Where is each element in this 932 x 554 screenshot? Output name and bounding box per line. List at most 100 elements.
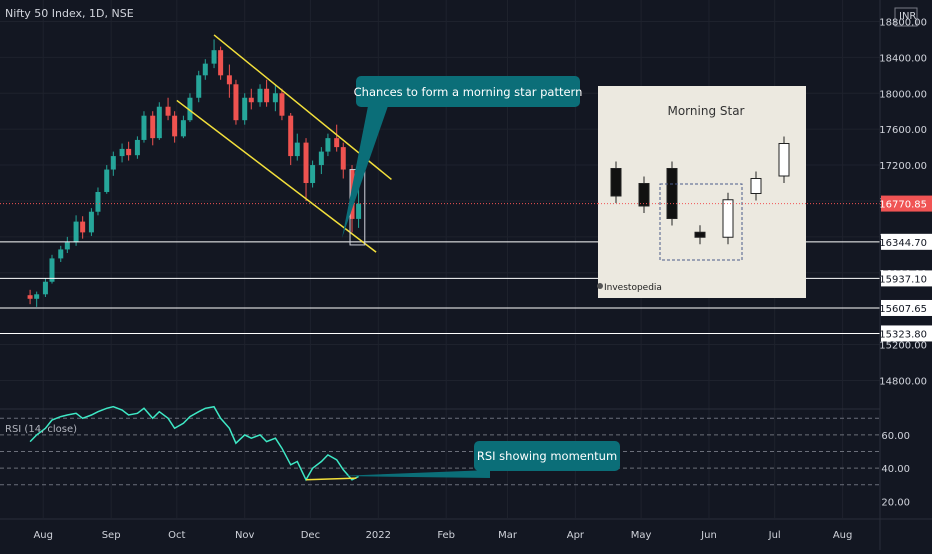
candle bbox=[318, 147, 324, 175]
time-tick-label: Aug bbox=[33, 530, 53, 541]
inset-candle bbox=[694, 225, 706, 245]
time-tick-label: Apr bbox=[567, 530, 585, 541]
support-price-tag bbox=[881, 233, 932, 250]
time-tick-label: Aug bbox=[833, 530, 853, 541]
candle-body bbox=[226, 75, 232, 85]
candle-body bbox=[73, 221, 79, 243]
candle bbox=[226, 64, 232, 98]
candle bbox=[334, 124, 340, 152]
rsi-callout-box bbox=[474, 441, 620, 471]
callout-pointer bbox=[342, 106, 388, 238]
current-price-tag bbox=[881, 195, 932, 212]
callouts: Chances to form a morning star pattern bbox=[342, 76, 582, 238]
candle bbox=[172, 111, 178, 143]
candle-body bbox=[325, 138, 331, 152]
candle-body bbox=[95, 191, 101, 212]
inset-candle-body bbox=[722, 199, 734, 238]
support-price-label: 15937.10 bbox=[879, 274, 927, 285]
candle bbox=[310, 160, 316, 188]
inset-candle bbox=[666, 161, 678, 226]
candle bbox=[356, 187, 362, 228]
inset-candle-body bbox=[778, 143, 790, 177]
inset-title: Morning Star bbox=[667, 104, 744, 118]
candle bbox=[104, 165, 110, 194]
candle-body bbox=[42, 281, 48, 295]
price-tick-label: 15200.00 bbox=[879, 341, 927, 352]
time-tick-label: Nov bbox=[235, 530, 255, 541]
candle bbox=[58, 245, 64, 262]
candle-body bbox=[294, 142, 300, 157]
time-tick-label: Feb bbox=[437, 530, 455, 541]
inset-candle-body bbox=[694, 231, 706, 238]
price-tick-label: 17200.00 bbox=[879, 161, 927, 172]
rsi-pane: RSI showing momentum bbox=[0, 405, 932, 486]
candle-body bbox=[34, 294, 40, 299]
callout-box bbox=[356, 76, 580, 107]
candle bbox=[134, 136, 140, 159]
currency-button bbox=[894, 7, 918, 27]
candle-body bbox=[156, 106, 162, 139]
rsi-divergence-line bbox=[306, 477, 357, 481]
candle bbox=[141, 111, 147, 143]
candle bbox=[95, 187, 101, 216]
candle-body bbox=[172, 115, 178, 137]
candle-body bbox=[141, 115, 147, 140]
candle-body bbox=[272, 93, 278, 103]
candle bbox=[49, 254, 55, 284]
candle-body bbox=[318, 151, 324, 166]
candle-body bbox=[233, 84, 239, 121]
candle bbox=[34, 291, 40, 307]
candle bbox=[64, 236, 70, 254]
inset-candle-body bbox=[610, 168, 622, 197]
time-tick-label: Jun bbox=[700, 530, 717, 541]
candle bbox=[211, 39, 217, 69]
candle bbox=[242, 93, 248, 125]
current-price-label: 16770.85 bbox=[879, 200, 927, 211]
candle-body bbox=[356, 203, 362, 219]
candle bbox=[233, 79, 239, 125]
candle-body bbox=[150, 115, 156, 139]
candle bbox=[88, 208, 94, 236]
time-tick-label: Oct bbox=[168, 530, 185, 541]
time-tick-label: Jul bbox=[768, 530, 781, 541]
support-price-tag bbox=[881, 299, 932, 316]
candle bbox=[150, 111, 156, 146]
candle-body bbox=[165, 106, 171, 116]
inset-candle bbox=[610, 161, 622, 203]
candle-body bbox=[340, 147, 346, 170]
rsi-callout-pointer bbox=[338, 470, 490, 478]
candle bbox=[196, 70, 202, 103]
candle bbox=[279, 88, 285, 121]
time-tick-label: Mar bbox=[498, 530, 518, 541]
candle-body bbox=[202, 63, 208, 76]
time-tick-label: May bbox=[631, 530, 652, 541]
candle bbox=[294, 133, 300, 161]
rsi-tick-label: 20.00 bbox=[881, 497, 910, 508]
candle bbox=[218, 46, 224, 80]
candle bbox=[325, 133, 331, 157]
candle-body bbox=[27, 295, 33, 299]
candle-body bbox=[264, 88, 270, 103]
candle-body bbox=[248, 97, 254, 103]
candle-body bbox=[196, 75, 202, 98]
support-price-label: 15607.65 bbox=[879, 304, 927, 315]
inset-panel bbox=[598, 86, 806, 298]
candle-body bbox=[334, 138, 340, 148]
price-tick-label: 18400.00 bbox=[879, 53, 927, 64]
candle bbox=[73, 215, 79, 246]
rsi-title: RSI (14, close) bbox=[5, 424, 77, 435]
inset-candle bbox=[722, 192, 734, 245]
candle-body bbox=[80, 221, 86, 233]
candle-body bbox=[211, 50, 217, 64]
price-tick-label: 14800.00 bbox=[879, 376, 927, 387]
currency-label[interactable]: INR bbox=[899, 11, 916, 22]
candle-body bbox=[110, 156, 116, 170]
candle bbox=[180, 115, 186, 139]
candle bbox=[126, 141, 132, 161]
inset-candle-body bbox=[750, 178, 762, 194]
support-price-tag bbox=[881, 270, 932, 287]
rsi-line bbox=[29, 405, 359, 482]
candle-body bbox=[303, 142, 309, 184]
